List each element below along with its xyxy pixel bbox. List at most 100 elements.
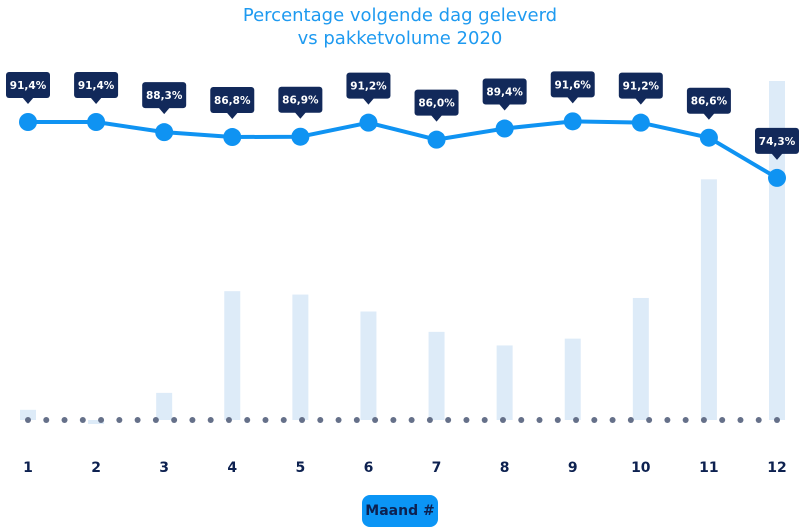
baseline-dot: [426, 417, 433, 423]
data-point: [427, 130, 446, 149]
baseline-dot: [573, 417, 580, 423]
title-line: Percentage volgende dag geleverd: [242, 5, 558, 26]
baseline-dot: [299, 417, 306, 423]
data-point: [19, 113, 37, 131]
baseline-dot: [225, 417, 232, 423]
data-label-pointer: [430, 114, 443, 122]
data-label: 91,6%: [555, 79, 592, 91]
x-tick-label: 9: [568, 460, 578, 476]
baseline-dot: [43, 417, 50, 423]
baseline-dot: [627, 417, 634, 423]
x-tick-label: 11: [699, 460, 718, 476]
data-point: [155, 123, 174, 142]
data-label: 86,9%: [282, 95, 319, 107]
baseline-dot: [390, 417, 397, 423]
baseline-dot: [755, 417, 762, 423]
volume-bar: [360, 311, 377, 420]
data-label-pointer: [226, 112, 239, 120]
baseline-dot: [499, 417, 506, 423]
data-point: [359, 113, 378, 132]
data-label-box: [210, 87, 255, 114]
data-point: [87, 113, 106, 131]
baseline-dot: [463, 417, 470, 423]
data-label-box: [755, 127, 799, 154]
baseline-dot: [518, 417, 525, 423]
baseline-dot: [682, 417, 689, 423]
x-tick-label: 2: [91, 460, 101, 476]
baseline-dot: [61, 417, 68, 423]
data-label-pointer: [362, 97, 375, 105]
volume-bar: [496, 345, 513, 420]
x-tick-label: 1: [23, 460, 33, 476]
data-label: 86,6%: [691, 96, 728, 108]
baseline-dot: [79, 417, 86, 423]
data-label: 91,4%: [10, 80, 47, 92]
chart-title: Percentage volgende dag geleverd vs pakk…: [0, 4, 800, 50]
volume-bar: [428, 331, 445, 420]
baseline-dot: [317, 417, 324, 423]
data-point: [631, 113, 650, 132]
x-tick-label: 12: [767, 460, 786, 476]
baseline-dot: [719, 417, 726, 423]
baseline-dot: [335, 417, 342, 423]
data-label-box: [686, 87, 731, 114]
data-label-pointer: [566, 96, 579, 104]
data-point: [495, 119, 514, 138]
baseline-dot: [152, 417, 159, 423]
data-label-box: [482, 78, 527, 105]
baseline-dot: [244, 417, 251, 423]
volume-bar: [632, 297, 649, 420]
x-tick-label: 4: [227, 460, 237, 476]
data-label-pointer: [498, 103, 511, 111]
baseline-dot: [536, 417, 543, 423]
baseline-dot: [207, 417, 214, 423]
volume-bar: [292, 294, 309, 420]
baseline-dot: [554, 417, 561, 423]
data-label: 89,4%: [486, 87, 523, 99]
x-tick-label: 6: [364, 460, 374, 476]
baseline-dot: [737, 417, 744, 423]
baseline-dot: [262, 417, 269, 423]
baseline-dot: [609, 417, 616, 423]
x-tick-label: 5: [295, 460, 305, 476]
data-label-pointer: [90, 97, 103, 104]
volume-bar: [224, 291, 241, 420]
data-label-box: [346, 72, 391, 99]
data-label: 88,3%: [146, 90, 183, 102]
baseline-dot: [408, 417, 415, 423]
volume-bar: [700, 179, 717, 420]
data-label: 91,4%: [78, 80, 115, 92]
baseline-dot: [774, 417, 780, 423]
subtitle-line: vs pakketvolume 2020: [297, 28, 503, 49]
data-label-box: [6, 72, 50, 98]
data-label-pointer: [702, 112, 715, 120]
data-label-box: [550, 71, 595, 98]
data-label-pointer: [771, 152, 783, 160]
volume-bar: [769, 81, 785, 420]
data-label: 86,8%: [214, 95, 251, 107]
baseline-dot: [664, 417, 671, 423]
volume-bar: [156, 392, 173, 420]
baseline-dot: [280, 417, 287, 423]
data-label-pointer: [634, 97, 647, 105]
baseline-dot: [171, 417, 178, 423]
x-tick-label: 10: [631, 460, 651, 476]
x-tick-label: 8: [500, 460, 510, 476]
data-label-pointer: [22, 97, 34, 104]
baseline-dot: [445, 417, 452, 423]
volume-bar: [88, 420, 105, 424]
data-label-box: [618, 72, 663, 99]
baseline-dot: [372, 417, 379, 423]
data-label: 74,3%: [759, 136, 796, 148]
baseline-dot: [25, 417, 31, 423]
baseline-dot: [189, 417, 196, 423]
percentage-line: [28, 119, 779, 180]
data-point: [699, 128, 718, 147]
data-label-pointer: [294, 111, 307, 119]
data-point: [563, 112, 582, 131]
data-label-box: [414, 89, 459, 116]
data-point: [223, 128, 242, 147]
volume-bar: [564, 338, 581, 420]
baseline-dot: [700, 417, 707, 423]
x-tick-label: 7: [432, 460, 442, 476]
